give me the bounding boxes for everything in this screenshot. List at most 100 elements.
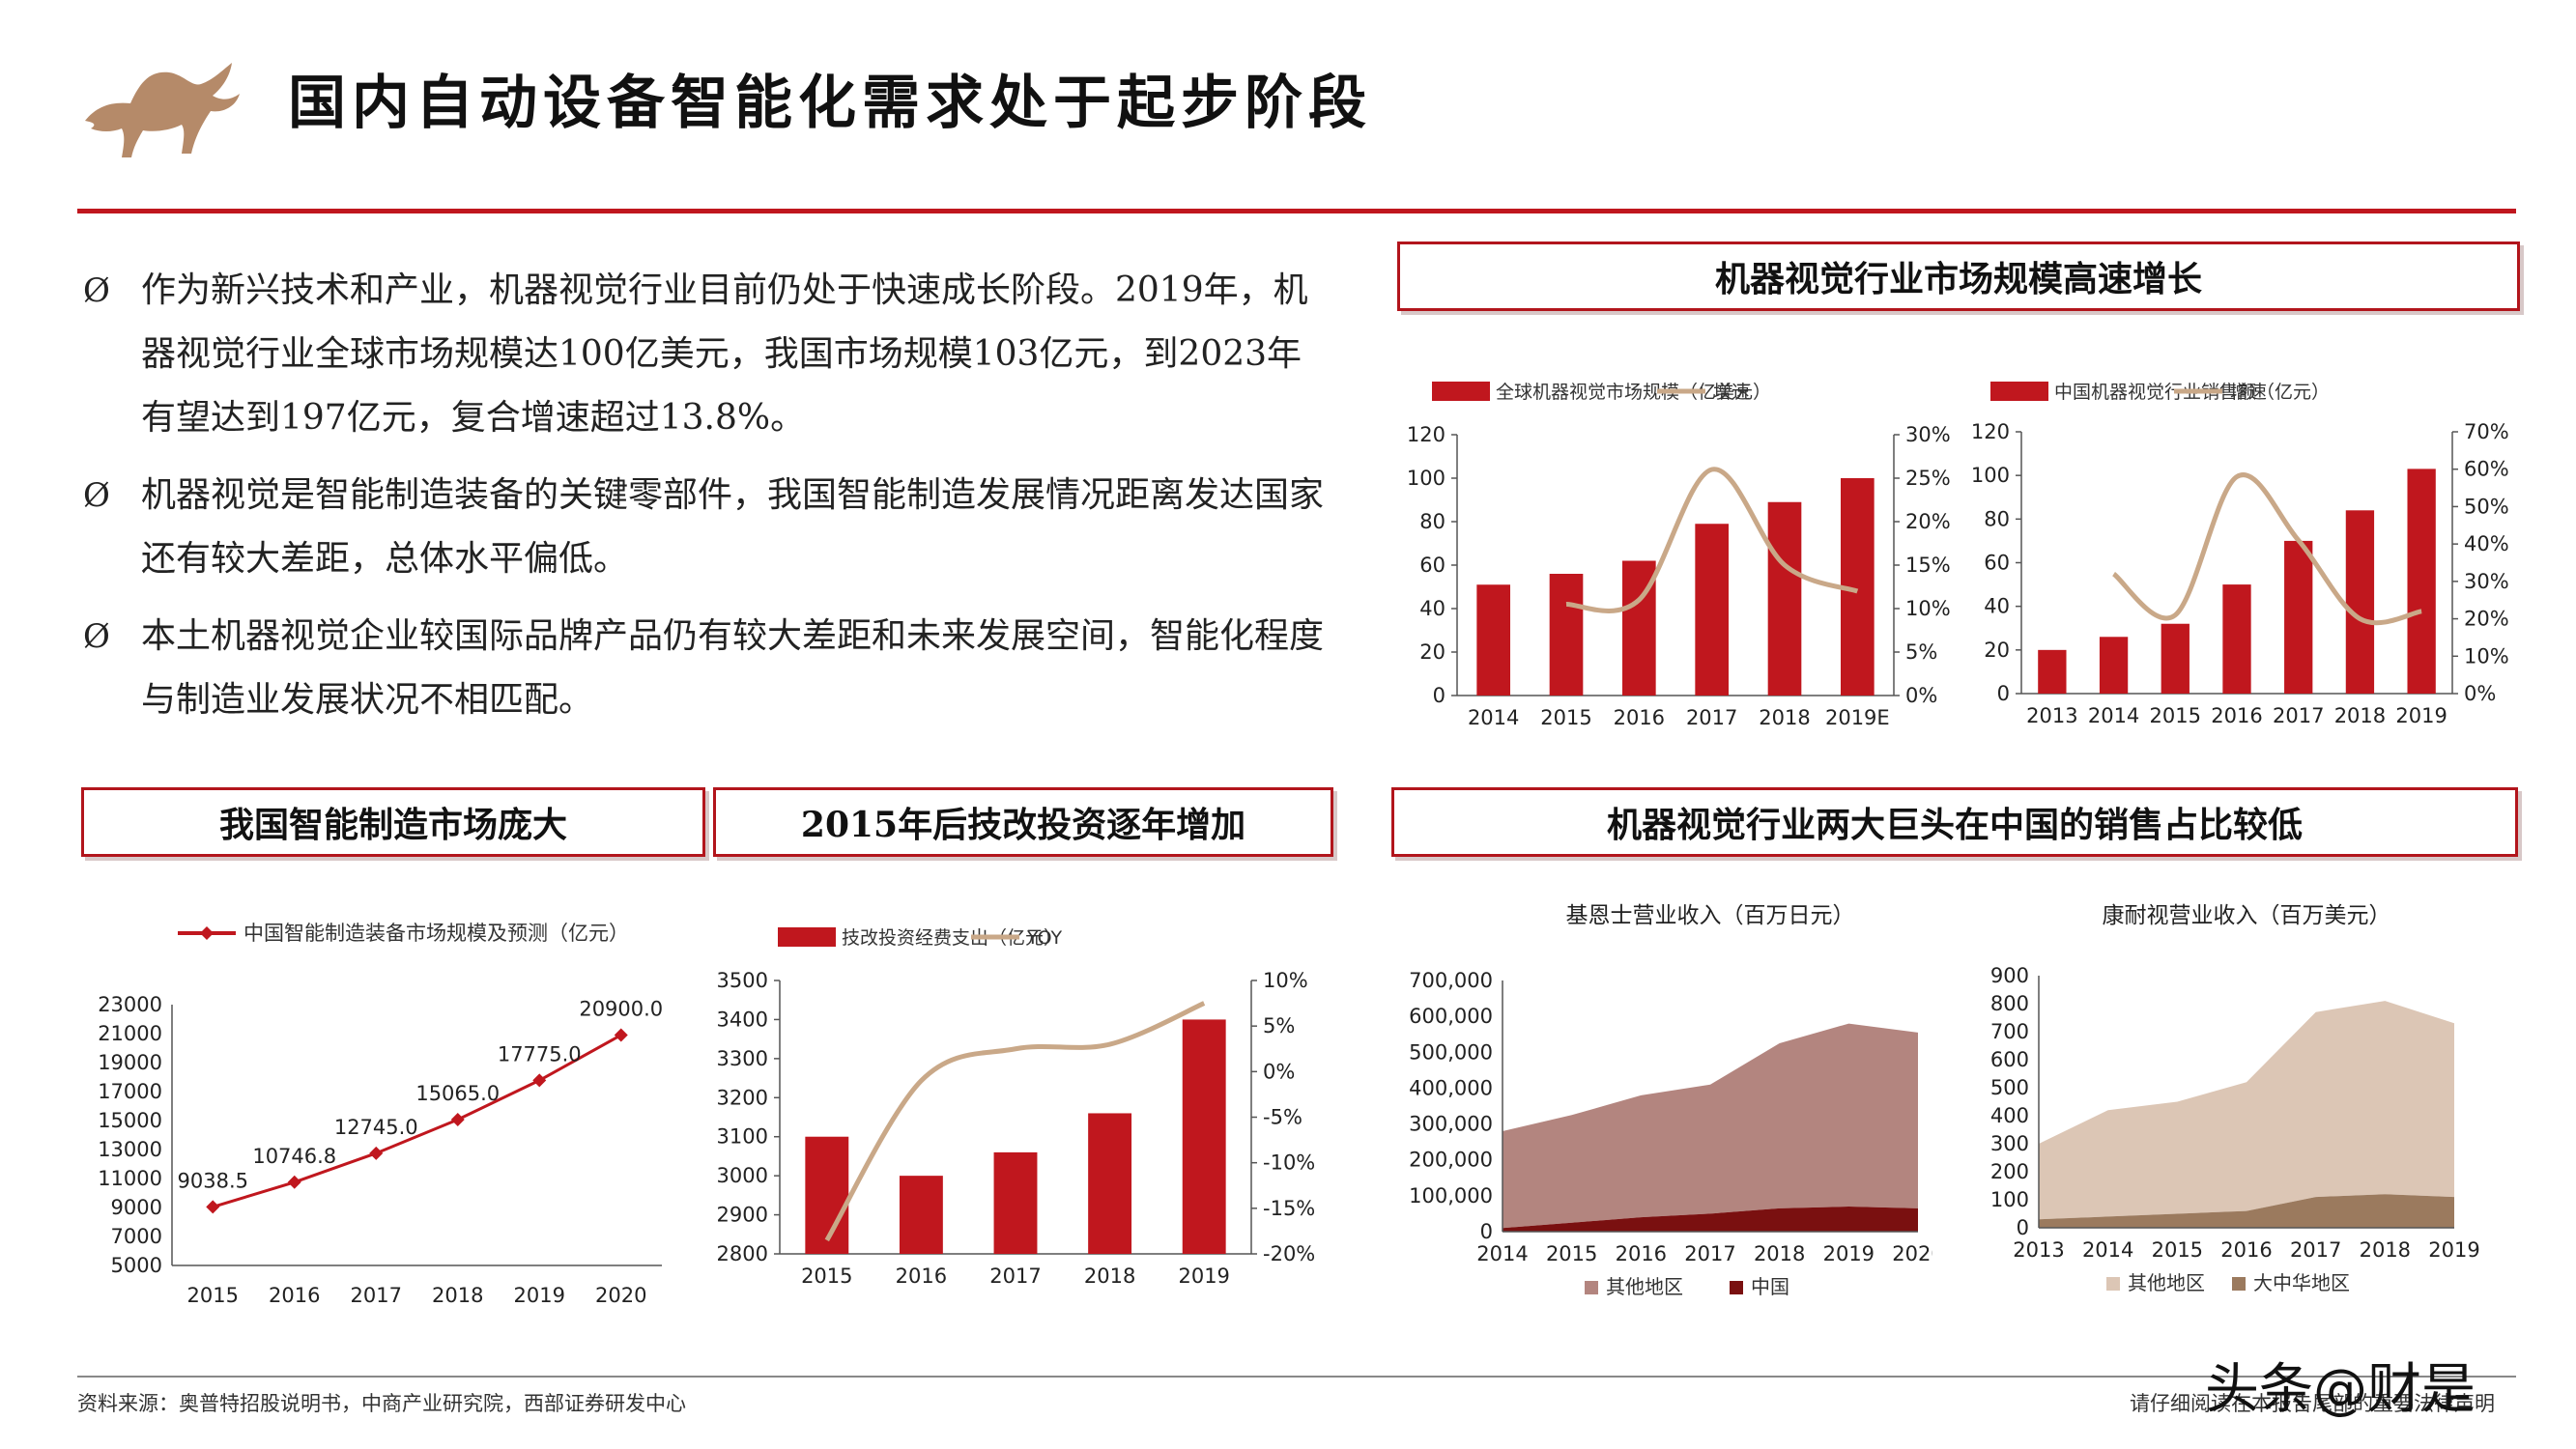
- y-tick-label: 700,000: [1409, 969, 1493, 992]
- y-tick-label: 5000: [111, 1254, 162, 1277]
- y-tick-label: 100: [1990, 1188, 2029, 1211]
- bar: [1767, 501, 1802, 696]
- x-tick-label: 2018: [1759, 706, 1810, 729]
- y-tick-label: 3500: [717, 969, 768, 992]
- y-tick-label: 500: [1990, 1076, 2029, 1099]
- y-tick-label: 9000: [111, 1196, 162, 1219]
- x-tick-label: 2015: [1546, 1242, 1597, 1265]
- bar: [1549, 574, 1584, 696]
- y-tick-label: 7000: [111, 1225, 162, 1248]
- y-tick-label: 3200: [717, 1086, 768, 1109]
- area-china: [1503, 1207, 1918, 1232]
- y-tick-label: 700: [1990, 1020, 2029, 1043]
- x-tick-label: 2015: [801, 1264, 852, 1288]
- y-tick-label: 300: [1990, 1132, 2029, 1155]
- y2-tick-label: 20%: [2464, 608, 2509, 631]
- area-other-regions: [1503, 1023, 1918, 1229]
- watermark: 头条@财是: [2205, 1358, 2476, 1421]
- x-tick-label: 2020: [595, 1284, 646, 1307]
- y2-tick-label: 30%: [1905, 423, 1951, 446]
- x-tick-label: 2017: [989, 1264, 1041, 1288]
- legal-note: 请仔细阅读在本报告尾部的重要法律声明: [2130, 1392, 2495, 1415]
- data-point: [532, 1073, 547, 1088]
- tech-investment-chart: 技改投资经费支出（亿元）YOY 2800 2900 3000 3100 3200 3300 3…: [717, 927, 1315, 1288]
- data-label: 9038.5: [178, 1169, 248, 1192]
- x-tick-label: 2019: [2395, 704, 2447, 727]
- x-tick-label: 2016: [2220, 1238, 2272, 1262]
- x-tick-label: 2015: [187, 1284, 239, 1307]
- x-tick-label: 2019E: [1825, 706, 1890, 729]
- bar: [1088, 1113, 1132, 1254]
- x-tick-label: 2016: [2211, 704, 2262, 727]
- x-tick-label: 2015: [2150, 704, 2201, 727]
- x-tick-label: 2019: [1178, 1264, 1229, 1288]
- y-tick-label: 600,000: [1409, 1005, 1493, 1028]
- footer-divider: [77, 1376, 2516, 1378]
- legend-line-label: YOY: [1026, 927, 1062, 949]
- x-tick-label: 2013: [2026, 704, 2077, 727]
- bull-logo-icon: [85, 63, 240, 157]
- bar: [1182, 1019, 1226, 1254]
- legend-label: 大中华地区: [2253, 1271, 2350, 1294]
- global-market-chart: 全球机器视觉市场规模（亿美元）增速 0 20 40 60 80 100 120 0% 5% 10% 1…: [1407, 382, 1951, 729]
- bar: [2222, 584, 2251, 694]
- data-point: [614, 1028, 628, 1042]
- y-tick-label: 40: [1984, 595, 2010, 618]
- bar: [2099, 637, 2129, 694]
- data-label: 20900.0: [579, 998, 663, 1021]
- bar: [805, 1136, 849, 1254]
- legend-line-label: 增速: [1713, 382, 1750, 403]
- y2-tick-label: 60%: [2464, 458, 2509, 481]
- title-divider: [77, 209, 2516, 213]
- y-tick-label: 17000: [98, 1080, 162, 1103]
- y-tick-label: 300,000: [1409, 1113, 1493, 1136]
- y2-tick-label: 15%: [1905, 554, 1951, 577]
- x-tick-label: 2017: [2273, 704, 2324, 727]
- y2-tick-label: 5%: [1905, 640, 1937, 664]
- x-tick-label: 2018: [1754, 1242, 1805, 1265]
- x-tick-label: 2016: [896, 1264, 947, 1288]
- y-tick-label: 20: [1984, 639, 2010, 662]
- y2-tick-label: -5%: [1263, 1106, 1302, 1129]
- y-tick-label: 400,000: [1409, 1076, 1493, 1099]
- legend-swatch: [1585, 1281, 1598, 1294]
- y-tick-label: 80: [1419, 510, 1445, 533]
- growth-line: [2111, 472, 2422, 626]
- cognex-revenue-chart: 康耐视营业收入（百万美元） 0 100 200 300 400 500 600 700 800 90…: [1990, 903, 2480, 1294]
- y-tick-label: 400: [1990, 1104, 2029, 1127]
- y-tick-label: 120: [1971, 420, 2010, 443]
- x-tick-label: 2018: [2334, 704, 2386, 727]
- legend-swatch: [1730, 1281, 1743, 1294]
- data-point: [287, 1175, 301, 1189]
- x-tick-label: 2017: [1686, 706, 1737, 729]
- y2-tick-label: 50%: [2464, 495, 2509, 518]
- bar: [2407, 469, 2436, 694]
- area-other-regions: [2039, 1001, 2454, 1220]
- legend-label: 其他地区: [1606, 1275, 1683, 1298]
- bar: [899, 1176, 943, 1254]
- bullet-list: Ø 作为新兴技术和产业，机器视觉行业目前仍处于快速成长阶段。2019年，机器视觉行…: [77, 259, 1333, 746]
- data-label: 10746.8: [252, 1145, 336, 1168]
- china-market-chart: 中国机器视觉行业销售额（亿元）增速0204060801001200%10%20%…: [1971, 382, 2509, 727]
- data-label: 15065.0: [415, 1082, 500, 1105]
- y-tick-label: 19000: [98, 1051, 162, 1074]
- legend-bar-label: 技改投资经费支出（亿元）: [842, 927, 1062, 949]
- x-tick-label: 2016: [1614, 706, 1665, 729]
- y2-tick-label: -20%: [1263, 1242, 1315, 1265]
- y-tick-label: 100,000: [1409, 1184, 1493, 1208]
- y-tick-label: 120: [1407, 423, 1445, 446]
- data-label: 17775.0: [498, 1042, 582, 1065]
- bar: [2345, 510, 2375, 694]
- arrow-bullet-icon: Ø: [83, 271, 110, 310]
- y-tick-label: 3400: [717, 1008, 768, 1031]
- bullet-text: 作为新兴技术和产业，机器视觉行业目前仍处于快速成长阶段。2019年，机器视觉行业…: [141, 270, 1308, 438]
- y2-tick-label: 0%: [2464, 682, 2496, 705]
- smart-manufacturing-chart: 中国智能制造装备市场规模及预测（亿元） 5000 7000 9000 11000 1300…: [98, 922, 663, 1307]
- y2-tick-label: 40%: [2464, 532, 2509, 555]
- x-tick-label: 2016: [1616, 1242, 1667, 1265]
- legend-bar-swatch: [1990, 382, 2048, 401]
- y2-tick-label: 5%: [1263, 1014, 1295, 1037]
- chart-title: 基恩士营业收入（百万日元）: [1566, 903, 1855, 928]
- bullet-text: 机器视觉是智能制造装备的关键零部件，我国智能制造发展情况距离发达国家还有较大差距…: [141, 475, 1325, 579]
- legend-swatch: [2106, 1277, 2120, 1291]
